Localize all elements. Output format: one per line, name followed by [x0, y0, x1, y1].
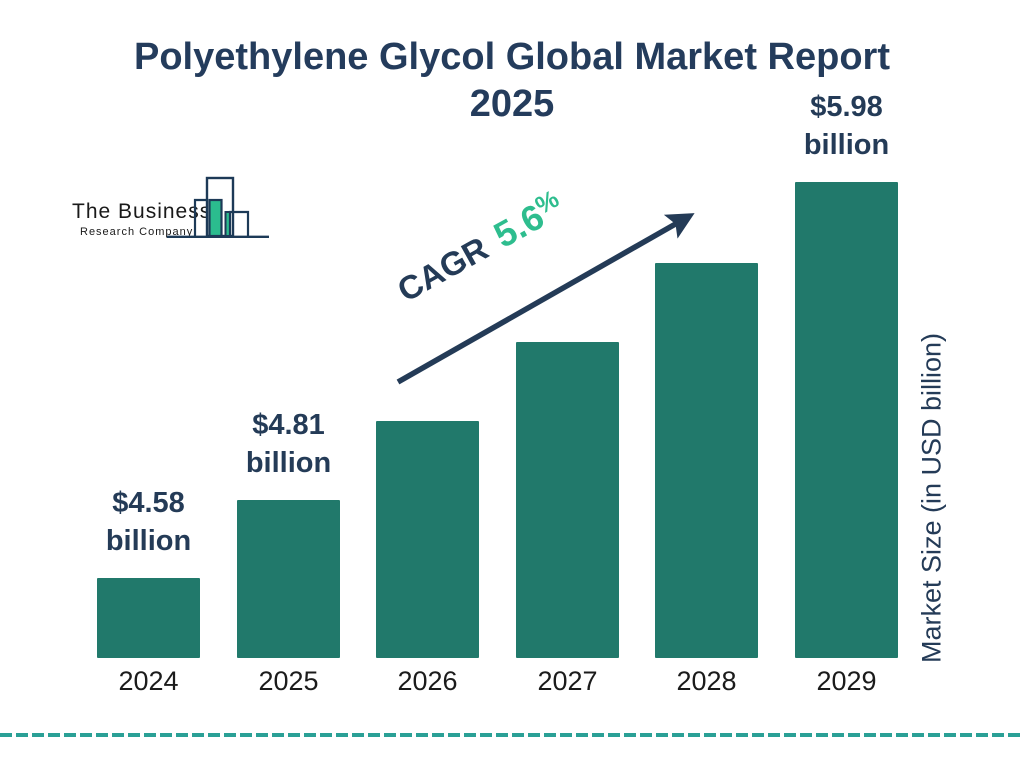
value-label-2029: $5.98 billion	[803, 91, 890, 161]
y-axis-label: Market Size (in USD billion)	[916, 332, 947, 664]
page-title-line2: 2025	[469, 83, 555, 125]
year-label-2028: 2028	[676, 666, 737, 696]
dashed-divider	[0, 733, 1024, 737]
page-title: Polyethylene Glycol Global Market Report…	[0, 34, 1024, 128]
bar-2024	[97, 578, 200, 658]
bar-2029	[795, 182, 898, 658]
page-title-line1: Polyethylene Glycol Global Market Report	[134, 36, 890, 78]
bar-2027	[516, 342, 619, 658]
bar-2026	[376, 421, 479, 658]
bar-2028	[655, 263, 758, 658]
value-label-2024: $4.58 billion	[105, 487, 192, 557]
value-label-2025: $4.81 billion	[245, 409, 332, 479]
logo-subname: Research Company	[80, 226, 194, 238]
year-label-2027: 2027	[537, 666, 598, 696]
logo-name: The Business	[72, 200, 212, 223]
year-label-2025: 2025	[258, 666, 319, 696]
bar-2025	[237, 500, 340, 658]
year-label-2024: 2024	[118, 666, 179, 696]
year-label-2026: 2026	[397, 666, 458, 696]
bar-chart-logo-icon	[167, 176, 269, 238]
year-label-2029: 2029	[816, 666, 877, 696]
company-logo: The Business Research Company	[70, 174, 285, 250]
